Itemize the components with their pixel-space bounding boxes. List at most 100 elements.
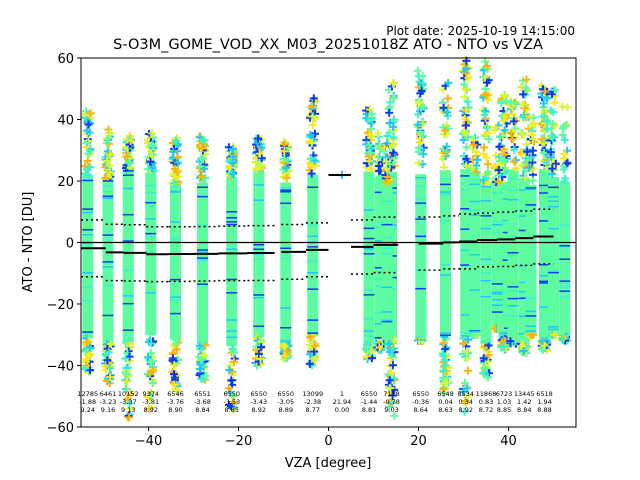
scatter-point [507,314,519,317]
scatter-point [559,282,571,284]
bin-std: 8.89 [279,406,293,414]
scatter-point [390,411,399,420]
scatter-point [440,274,451,276]
scatter-density-band [440,170,451,336]
bin-count: 13099 [302,390,323,398]
scatter-point [525,297,537,299]
scatter-point [280,307,292,309]
scatter-point [121,354,130,363]
bin-mean: -2.38 [304,398,321,406]
scatter-point [197,355,206,364]
scatter-point [198,350,207,359]
scatter-point [462,161,471,170]
bin-mean: -3.05 [277,398,294,406]
scatter-point [308,120,317,129]
scatter-point [469,289,481,291]
y-tick-label: 20 [57,175,74,190]
bin-count: 6546 [167,390,184,398]
bin-mean: -3.76 [167,398,184,406]
scatter-point [439,351,448,360]
scatter-point [307,332,319,334]
scatter-point [385,376,394,385]
bin-mean: 0.34 [459,398,473,406]
bin-std: 8.90 [168,406,182,414]
scatter-point [461,396,470,405]
scatter-point [491,304,503,307]
y-tick-label: 60 [57,52,74,67]
scatter-point [463,384,472,393]
scatter-point [480,295,492,298]
scatter-point [495,142,504,151]
scatter-point [148,163,157,172]
x-tick-label: 20 [410,434,427,449]
scatter-point [509,117,518,126]
scatter-point [199,136,208,145]
scatter-point [460,335,472,337]
scatter-point [499,116,508,125]
scatter-point [381,311,393,313]
scatter-point [148,366,157,375]
scatter-point [548,164,557,173]
scatter-point [384,339,393,348]
scatter-point [199,155,208,164]
scatter-density-band [539,169,550,341]
scatter-point [144,165,153,174]
scatter-point [499,342,508,351]
scatter-point [518,229,530,232]
bin-count: 6550 [277,390,294,398]
scatter-point [540,341,549,350]
scatter-point [559,334,571,336]
scatter-point [148,379,157,388]
scatter-point [480,280,492,282]
scatter-point [257,161,266,170]
scatter-point [539,184,550,187]
bin-count: 6461 [100,390,117,398]
scatter-point [539,282,550,284]
bin-mean: 0.04 [438,398,452,406]
scatter-density-band [491,182,503,329]
scatter-point [482,91,491,100]
scatter-point [415,336,427,339]
scatter-point [495,324,504,333]
scatter-point [388,398,397,407]
bin-count: 6550 [223,390,240,398]
scatter-point [305,359,314,368]
bin-count: 6550 [361,390,378,398]
scatter-point [381,319,393,322]
scatter-density-band [374,177,386,340]
scatter-point [511,156,520,165]
scatter-point [508,135,517,144]
scatter-point [525,163,534,172]
scatter-density-band [548,176,559,335]
scatter-point [558,102,567,111]
scatter-point [307,224,319,226]
scatter-point [381,242,393,245]
scatter-point [170,164,179,173]
scatter-point [460,228,472,230]
scatter-point [253,296,265,299]
bin-std: 8.92 [252,406,266,414]
scatter-point [481,57,490,66]
scatter-point [366,148,375,157]
scatter-point [374,285,386,288]
scatter-point [381,253,393,255]
scatter-density-band [415,174,427,341]
scatter-point [498,198,510,200]
scatter-point [415,97,424,106]
x-tick-label: 40 [500,434,517,449]
scatter-point [122,213,134,216]
scatter-point [82,229,94,231]
scatter-point [442,147,451,156]
scatter-density-band [307,174,319,337]
scatter-point [559,285,571,288]
scatter-point [517,342,526,351]
scatter-point [480,215,492,217]
scatter-point [507,189,519,191]
scatter-point [170,186,181,188]
scatter-point [462,347,471,356]
scatter-point [102,261,114,263]
scatter-point [125,140,134,149]
x-axis-label: VZA [degree] [285,456,372,471]
scatter-point [528,146,537,155]
scatter-point [201,371,210,380]
